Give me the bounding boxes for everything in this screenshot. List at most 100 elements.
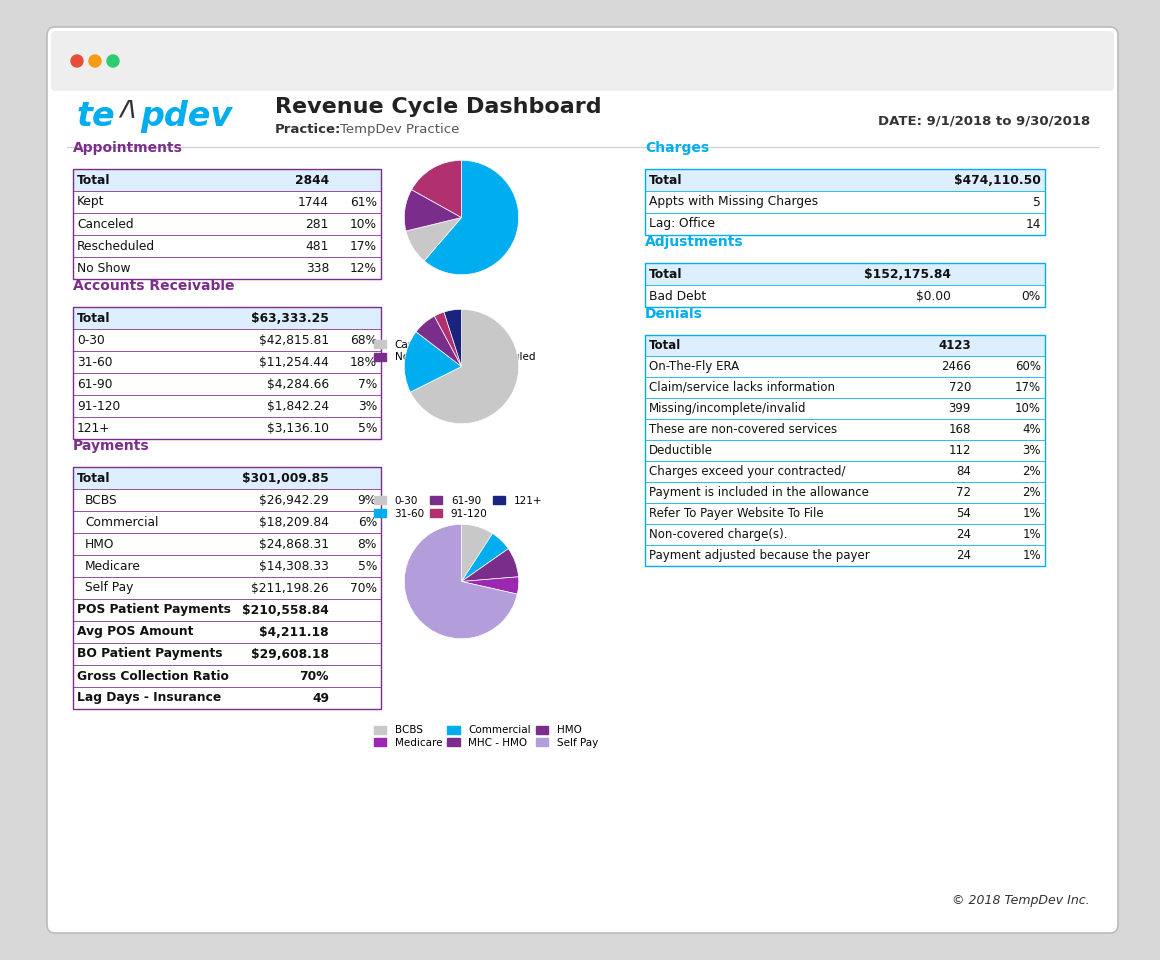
Text: $301,009.85: $301,009.85 bbox=[242, 471, 329, 485]
Wedge shape bbox=[425, 160, 519, 275]
Text: Deductible: Deductible bbox=[648, 444, 713, 457]
Text: 5: 5 bbox=[1034, 196, 1041, 208]
Text: pdev: pdev bbox=[140, 100, 232, 133]
Bar bbox=[73, 687, 380, 709]
Text: BCBS: BCBS bbox=[85, 493, 117, 507]
Bar bbox=[645, 398, 1045, 419]
Text: 6%: 6% bbox=[357, 516, 377, 529]
Text: $63,333.25: $63,333.25 bbox=[251, 311, 329, 324]
Bar bbox=[645, 524, 1045, 545]
Text: Medicare: Medicare bbox=[85, 560, 140, 572]
Bar bbox=[645, 263, 1045, 307]
Text: Total: Total bbox=[77, 471, 110, 485]
Text: $42,815.81: $42,815.81 bbox=[259, 333, 329, 347]
Legend: 0-30, 31-60, 61-90, 91-120, 121+: 0-30, 31-60, 61-90, 91-120, 121+ bbox=[374, 496, 542, 518]
Text: 1%: 1% bbox=[1022, 507, 1041, 520]
Text: 5%: 5% bbox=[357, 560, 377, 572]
Wedge shape bbox=[444, 309, 462, 367]
Text: 17%: 17% bbox=[350, 239, 377, 252]
Bar bbox=[73, 417, 380, 439]
Text: Payment adjusted because the payer: Payment adjusted because the payer bbox=[648, 549, 870, 562]
Text: 121+: 121+ bbox=[77, 421, 110, 435]
Bar bbox=[73, 511, 380, 533]
Text: 7%: 7% bbox=[357, 377, 377, 391]
Bar bbox=[645, 191, 1045, 213]
Text: /\: /\ bbox=[119, 100, 136, 120]
Text: 2844: 2844 bbox=[295, 174, 329, 186]
Legend: BCBS, Medicare, Commercial, MHC - HMO, HMO, Self Pay: BCBS, Medicare, Commercial, MHC - HMO, H… bbox=[374, 726, 599, 748]
Text: $474,110.50: $474,110.50 bbox=[955, 174, 1041, 186]
Wedge shape bbox=[462, 549, 519, 582]
Text: 281: 281 bbox=[305, 218, 329, 230]
Text: 10%: 10% bbox=[350, 218, 377, 230]
Bar bbox=[645, 503, 1045, 524]
Bar bbox=[73, 577, 380, 599]
Bar bbox=[645, 545, 1045, 566]
Text: 60%: 60% bbox=[1015, 360, 1041, 373]
Text: Missing/incomplete/invalid: Missing/incomplete/invalid bbox=[648, 402, 806, 415]
Text: 12%: 12% bbox=[350, 261, 377, 275]
Bar bbox=[73, 599, 380, 621]
Bar bbox=[73, 489, 380, 511]
Bar bbox=[645, 419, 1045, 440]
Text: 112: 112 bbox=[949, 444, 971, 457]
Text: Total: Total bbox=[648, 268, 682, 280]
Text: TempDev Practice: TempDev Practice bbox=[340, 123, 459, 136]
Wedge shape bbox=[406, 218, 462, 261]
Bar bbox=[73, 307, 380, 439]
Bar bbox=[645, 169, 1045, 191]
Text: BO Patient Payments: BO Patient Payments bbox=[77, 647, 223, 660]
Text: 0%: 0% bbox=[1022, 290, 1041, 302]
Text: 720: 720 bbox=[949, 381, 971, 394]
Bar bbox=[645, 356, 1045, 377]
Circle shape bbox=[89, 55, 101, 67]
Text: Rescheduled: Rescheduled bbox=[77, 239, 155, 252]
Bar bbox=[645, 169, 1045, 235]
Text: $11,254.44: $11,254.44 bbox=[259, 355, 329, 369]
Text: Kept: Kept bbox=[77, 196, 104, 208]
Text: 1%: 1% bbox=[1022, 549, 1041, 562]
Text: No Show: No Show bbox=[77, 261, 130, 275]
Bar bbox=[73, 665, 380, 687]
Bar bbox=[645, 440, 1045, 461]
Text: Total: Total bbox=[77, 311, 110, 324]
FancyBboxPatch shape bbox=[48, 27, 1118, 933]
Text: 84: 84 bbox=[956, 465, 971, 478]
Bar bbox=[645, 263, 1045, 285]
Text: $4,211.18: $4,211.18 bbox=[260, 626, 329, 638]
Bar bbox=[73, 257, 380, 279]
Bar bbox=[73, 235, 380, 257]
Text: Avg POS Amount: Avg POS Amount bbox=[77, 626, 194, 638]
Bar bbox=[73, 351, 380, 373]
Text: Charges: Charges bbox=[645, 141, 709, 155]
Text: 31-60: 31-60 bbox=[77, 355, 113, 369]
Text: $18,209.84: $18,209.84 bbox=[259, 516, 329, 529]
Text: $14,308.33: $14,308.33 bbox=[259, 560, 329, 572]
Bar bbox=[73, 191, 380, 213]
Text: 49: 49 bbox=[312, 691, 329, 705]
Legend: Canceled, No Show, Kept, Rescheduled: Canceled, No Show, Kept, Rescheduled bbox=[374, 340, 536, 363]
Wedge shape bbox=[416, 316, 462, 367]
Text: $24,868.31: $24,868.31 bbox=[259, 538, 329, 550]
Text: 4123: 4123 bbox=[938, 339, 971, 352]
Wedge shape bbox=[434, 312, 462, 367]
Text: Appointments: Appointments bbox=[73, 141, 183, 155]
Text: 9%: 9% bbox=[357, 493, 377, 507]
Bar bbox=[73, 643, 380, 665]
Wedge shape bbox=[405, 190, 462, 231]
Text: Canceled: Canceled bbox=[77, 218, 133, 230]
Text: $152,175.84: $152,175.84 bbox=[864, 268, 951, 280]
Text: © 2018 TempDev Inc.: © 2018 TempDev Inc. bbox=[952, 894, 1090, 907]
Text: Adjustments: Adjustments bbox=[645, 235, 744, 249]
Text: POS Patient Payments: POS Patient Payments bbox=[77, 604, 231, 616]
Text: Denials: Denials bbox=[645, 307, 703, 321]
Text: Revenue Cycle Dashboard: Revenue Cycle Dashboard bbox=[275, 97, 602, 117]
Text: $210,558.84: $210,558.84 bbox=[242, 604, 329, 616]
Bar bbox=[73, 467, 380, 489]
Text: Non-covered charge(s).: Non-covered charge(s). bbox=[648, 528, 788, 541]
Text: 18%: 18% bbox=[350, 355, 377, 369]
Text: Refer To Payer Website To File: Refer To Payer Website To File bbox=[648, 507, 824, 520]
Bar bbox=[73, 467, 380, 709]
Bar bbox=[73, 213, 380, 235]
Text: Total: Total bbox=[77, 174, 110, 186]
